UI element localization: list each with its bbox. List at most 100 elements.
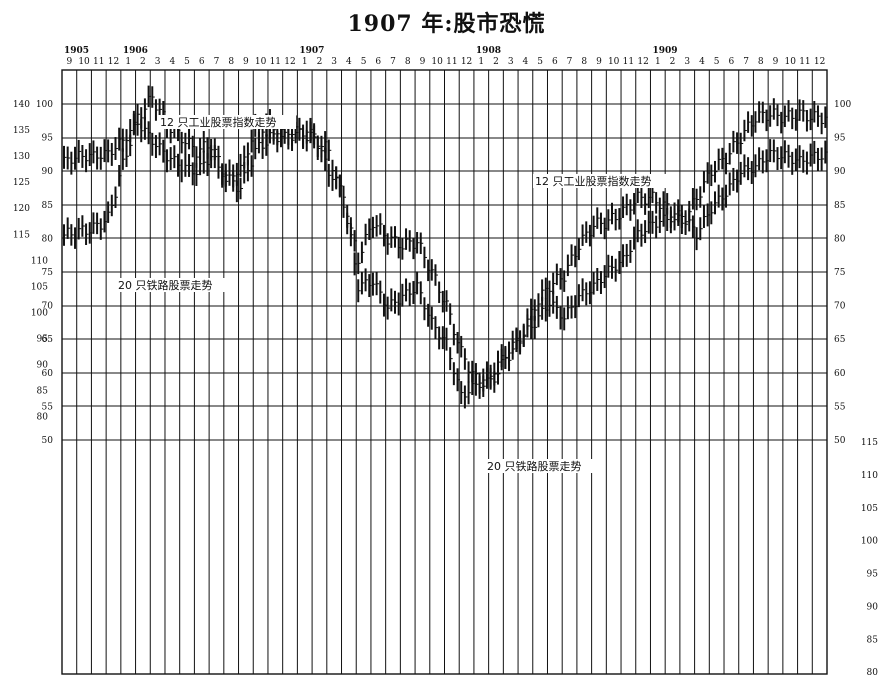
series-bars <box>63 85 828 409</box>
industrial-tick-right: 70 <box>834 302 846 312</box>
month-tick-label: 7 <box>390 57 396 67</box>
month-tick-label: 11 <box>623 57 634 67</box>
industrial-tick-left: 90 <box>42 167 54 177</box>
month-tick-label: 2 <box>493 57 499 67</box>
chart-title: 1907 年:股市恐慌 <box>347 11 546 37</box>
railroad-tick-right: 85 <box>867 635 879 645</box>
month-tick-label: 8 <box>405 57 411 67</box>
railroad-tick-left: 115 <box>13 230 30 240</box>
grid <box>61 69 828 675</box>
month-tick-label: 7 <box>743 57 749 67</box>
axis-labels: 9 10 11 12 1 2 3 4 5 6 7 8 9 10 11 12 1 2 3 4 5 6 7 8 9 10 11 12 1 2 3… <box>13 46 878 678</box>
month-tick-label: 2 <box>670 57 676 67</box>
month-tick-label: 6 <box>729 57 735 67</box>
railroad-tick-left: 80 <box>37 413 49 423</box>
railroad-tick-right: 115 <box>861 438 878 448</box>
industrial-tick-left: 55 <box>42 402 54 412</box>
month-tick-label: 4 <box>699 57 705 67</box>
industrial-tick-right: 65 <box>834 335 846 345</box>
industrial-tick-left: 50 <box>42 436 54 446</box>
month-tick-label: 6 <box>552 57 558 67</box>
railroad-tick-left: 100 <box>31 308 48 318</box>
month-tick-label: 8 <box>758 57 764 67</box>
railroad-tick-right: 100 <box>861 537 878 547</box>
month-tick-label: 12 <box>461 57 472 67</box>
railroad-tick-left: 135 <box>13 126 30 136</box>
month-tick-label: 9 <box>596 57 602 67</box>
month-tick-label: 4 <box>523 57 529 67</box>
industrial-tick-left: 95 <box>42 134 54 144</box>
series-annotation: 20 只铁路股票走势 <box>487 460 582 473</box>
industrial-tick-left: 60 <box>42 369 54 379</box>
industrial-tick-right: 50 <box>834 436 846 446</box>
railroad-tick-left: 85 <box>37 387 49 397</box>
industrial-tick-left: 70 <box>42 302 54 312</box>
month-tick-label: 3 <box>331 57 337 67</box>
industrial-tick-left: 85 <box>42 201 54 211</box>
month-tick-label: 11 <box>270 57 281 67</box>
railroad-tick-right: 80 <box>867 668 879 678</box>
railroad-tick-left: 130 <box>13 152 30 162</box>
month-tick-label: 4 <box>346 57 352 67</box>
annotations: 12 只工业股票指数走势 12 只工业股票指数走势 20 只铁路股票走势 20 只铁路… <box>116 115 671 473</box>
month-tick-label: 5 <box>361 57 367 67</box>
month-tick-label: 11 <box>446 57 457 67</box>
month-tick-label: 9 <box>773 57 779 67</box>
series-annotation: 12 只工业股票指数走势 <box>160 115 277 129</box>
industrial-tick-left: 65 <box>42 335 54 345</box>
month-tick-label: 10 <box>255 57 267 67</box>
month-tick-label: 6 <box>375 57 381 67</box>
month-tick-label: 12 <box>284 57 295 67</box>
railroad-tick-right: 105 <box>861 504 878 514</box>
month-tick-label: 3 <box>155 57 161 67</box>
railroad-tick-right: 90 <box>867 602 879 612</box>
month-tick-label: 6 <box>199 57 205 67</box>
year-label: 1906 <box>123 46 148 56</box>
annotation-bg <box>485 459 600 473</box>
month-tick-label: 10 <box>431 57 443 67</box>
railroad-tick-left: 90 <box>37 361 49 371</box>
industrial-tick-right: 85 <box>834 201 846 211</box>
railroad-tick-left: 125 <box>13 178 30 188</box>
month-tick-label: 1 <box>655 57 661 67</box>
month-tick-label: 5 <box>184 57 190 67</box>
industrial-tick-right: 90 <box>834 167 846 177</box>
railroad-tick-right: 95 <box>867 570 879 580</box>
month-tick-label: 3 <box>508 57 514 67</box>
industrial-tick-right: 80 <box>834 234 846 244</box>
year-label: 1909 <box>652 46 677 56</box>
month-tick-label: 10 <box>784 57 796 67</box>
month-tick-label: 7 <box>214 57 220 67</box>
month-tick-label: 9 <box>243 57 249 67</box>
series-annotation: 12 只工业股票指数走势 <box>535 174 652 188</box>
year-label: 1908 <box>476 46 501 56</box>
industrial-tick-right: 100 <box>834 100 851 110</box>
month-tick-label: 1 <box>302 57 308 67</box>
railroad-tick-left: 140 <box>13 100 30 110</box>
railroad-tick-left: 95 <box>37 334 49 344</box>
series-annotation: 20 只铁路股票走势 <box>118 279 213 292</box>
annotation-bg <box>116 278 231 292</box>
month-tick-label: 5 <box>537 57 543 67</box>
month-tick-label: 12 <box>814 57 825 67</box>
railroad-tick-right: 110 <box>861 471 878 481</box>
annotation-bg <box>533 174 671 188</box>
railroad-tick-left: 120 <box>13 204 30 214</box>
industrial-tick-left: 80 <box>42 234 54 244</box>
industrial-tick-right: 75 <box>834 268 846 278</box>
month-tick-label: 9 <box>420 57 426 67</box>
month-tick-label: 10 <box>78 57 90 67</box>
month-tick-label: 9 <box>66 57 72 67</box>
month-tick-label: 7 <box>567 57 573 67</box>
month-tick-label: 2 <box>140 57 146 67</box>
industrial-tick-left: 100 <box>36 100 53 110</box>
annotation-bg <box>158 115 296 129</box>
month-tick-label: 1 <box>478 57 484 67</box>
month-tick-label: 3 <box>684 57 690 67</box>
month-tick-label: 10 <box>608 57 620 67</box>
railroad-tick-left: 110 <box>31 256 48 266</box>
month-tick-label: 12 <box>637 57 648 67</box>
industrial-tick-right: 55 <box>834 402 846 412</box>
month-tick-label: 8 <box>581 57 587 67</box>
month-tick-label: 4 <box>169 57 175 67</box>
